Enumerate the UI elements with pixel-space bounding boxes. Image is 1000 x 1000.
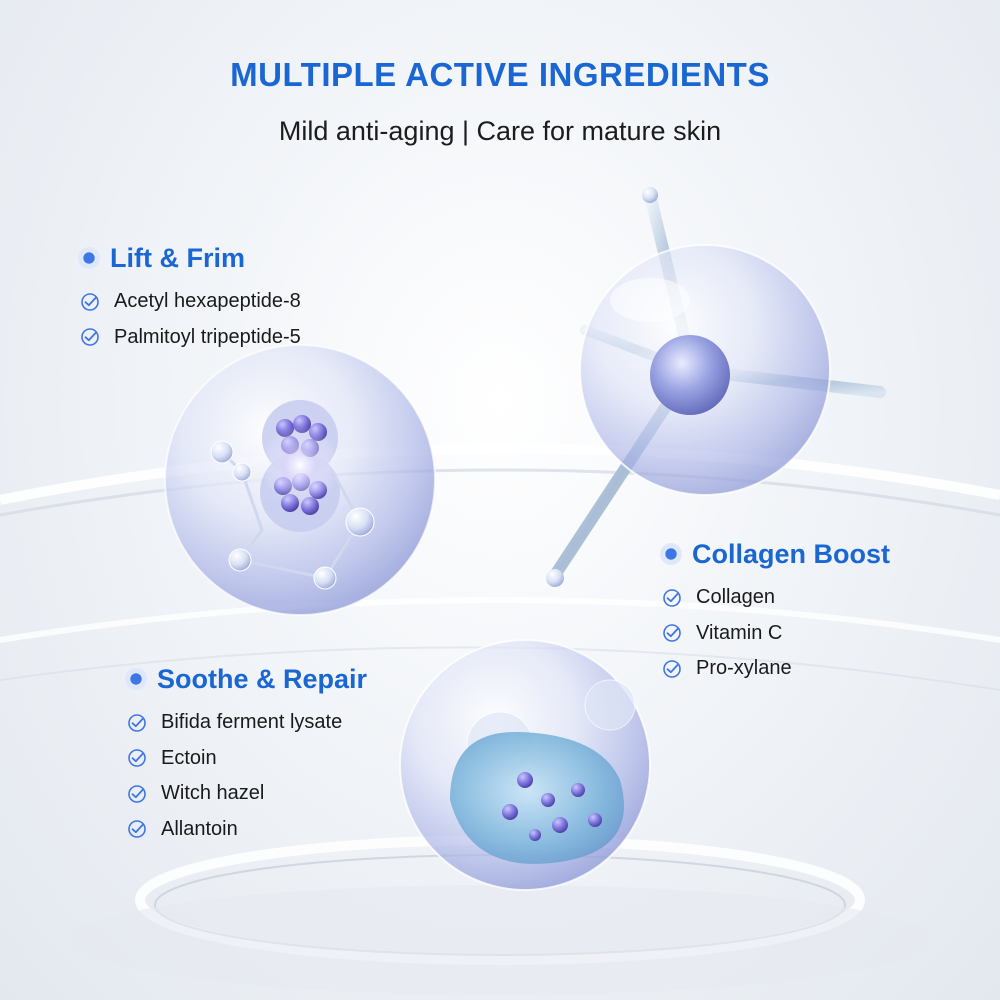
list-item: Vitamin C xyxy=(660,616,890,652)
check-circle-icon xyxy=(663,624,681,643)
dot-bullet-icon xyxy=(660,543,682,565)
ingredient-list: Acetyl hexapeptide-8 Palmitoyl tripeptid… xyxy=(78,284,301,355)
ingredient-name: Allantoin xyxy=(161,817,238,840)
group-title: Lift & Frim xyxy=(110,242,245,273)
list-item: Acetyl hexapeptide-8 xyxy=(78,284,301,320)
dot-bullet-icon xyxy=(125,668,147,690)
page-title: MULTIPLE ACTIVE INGREDIENTS xyxy=(230,56,770,93)
ingredient-group-collagen: Collagen Boost Collagen Vitamin C Pro-xy… xyxy=(660,534,890,687)
list-item: Witch hazel xyxy=(125,776,367,812)
check-circle-icon xyxy=(663,659,681,678)
group-title: Collagen Boost xyxy=(692,538,891,569)
list-item: Ectoin xyxy=(125,741,367,777)
ingredient-name: Vitamin C xyxy=(696,621,783,644)
list-item: Allantoin xyxy=(125,812,367,848)
page-subtitle: Mild anti-aging | Care for mature skin xyxy=(278,116,722,146)
list-item: Palmitoyl tripeptide-5 xyxy=(78,320,301,356)
ingredient-name: Collagen xyxy=(696,586,775,609)
dot-bullet-icon xyxy=(78,247,100,269)
check-circle-icon xyxy=(128,713,146,732)
list-item: Bifida ferment lysate xyxy=(125,705,367,741)
ingredient-list: Collagen Vitamin C Pro-xylane xyxy=(660,580,890,687)
check-circle-icon xyxy=(128,820,146,839)
ingredient-name: Acetyl hexapeptide-8 xyxy=(114,290,301,313)
ingredient-list: Bifida ferment lysate Ectoin Witch hazel… xyxy=(125,705,367,847)
ingredient-group-lift: Lift & Frim Acetyl hexapeptide-8 Palmito… xyxy=(78,238,301,355)
ingredient-name: Witch hazel xyxy=(161,782,265,805)
ingredient-group-soothe: Soothe & Repair Bifida ferment lysate Ec… xyxy=(125,659,367,847)
group-title: Soothe & Repair xyxy=(157,663,368,694)
group-header: Lift & Frim xyxy=(78,238,301,278)
group-header: Soothe & Repair xyxy=(125,659,367,699)
check-circle-icon xyxy=(81,292,99,311)
list-item: Collagen xyxy=(660,580,890,616)
ingredient-name: Bifida ferment lysate xyxy=(161,711,343,734)
check-circle-icon xyxy=(128,749,146,768)
group-header: Collagen Boost xyxy=(660,534,890,574)
check-circle-icon xyxy=(81,328,99,347)
check-circle-icon xyxy=(128,784,146,803)
list-item: Pro-xylane xyxy=(660,651,890,687)
ingredient-name: Ectoin xyxy=(161,746,217,769)
ingredient-name: Pro-xylane xyxy=(696,657,792,680)
check-circle-icon xyxy=(663,588,681,607)
ingredient-name: Palmitoyl tripeptide-5 xyxy=(114,325,301,348)
